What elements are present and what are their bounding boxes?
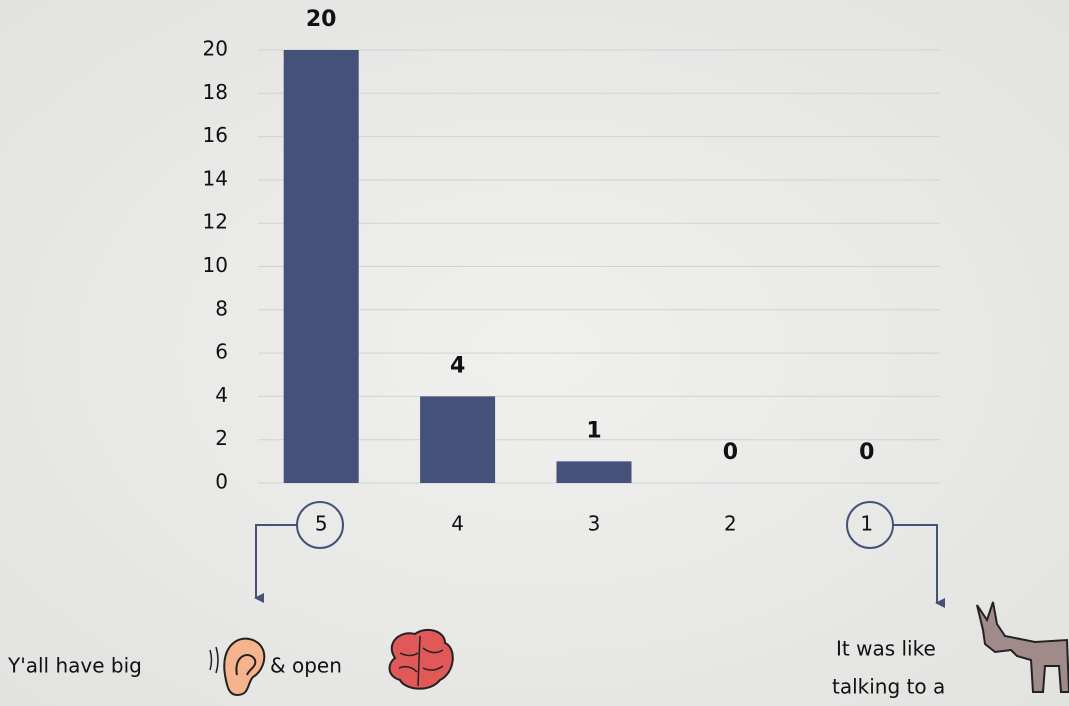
- x-tick-label: 1: [860, 512, 873, 536]
- annotation: & open: [270, 654, 342, 678]
- value-label: 4: [450, 353, 465, 378]
- y-tick-label: 10: [203, 253, 228, 277]
- bar: [557, 461, 632, 483]
- x-tick-label: 2: [724, 512, 737, 536]
- annotation: It was like: [836, 637, 936, 661]
- arrow: [256, 525, 297, 598]
- y-tick-label: 4: [215, 383, 228, 407]
- value-label: 0: [723, 440, 738, 465]
- chart: 0246810121416182052044312010Y'all have b…: [0, 0, 1069, 706]
- ear-icon: [210, 639, 264, 695]
- y-tick-label: 18: [203, 80, 228, 104]
- value-label: 20: [306, 7, 337, 32]
- y-tick-label: 8: [215, 296, 228, 320]
- value-label: 1: [586, 418, 601, 443]
- brain-icon: [390, 630, 453, 689]
- y-tick-label: 14: [203, 166, 228, 190]
- y-tick-label: 12: [203, 210, 228, 234]
- y-tick-label: 0: [215, 470, 228, 494]
- bar: [420, 396, 495, 483]
- x-tick-label: 4: [451, 512, 464, 536]
- y-tick-label: 2: [215, 426, 228, 450]
- donkey-icon: [977, 602, 1069, 692]
- x-tick-label: 3: [588, 512, 601, 536]
- y-tick-label: 6: [215, 340, 228, 364]
- value-label: 0: [859, 440, 874, 465]
- y-tick-label: 20: [203, 37, 228, 61]
- arrow: [893, 525, 937, 603]
- bar: [284, 50, 359, 483]
- y-tick-label: 16: [203, 123, 228, 147]
- x-tick-label: 5: [315, 512, 328, 536]
- annotation: talking to a: [832, 675, 945, 699]
- annotation: Y'all have big: [7, 654, 142, 678]
